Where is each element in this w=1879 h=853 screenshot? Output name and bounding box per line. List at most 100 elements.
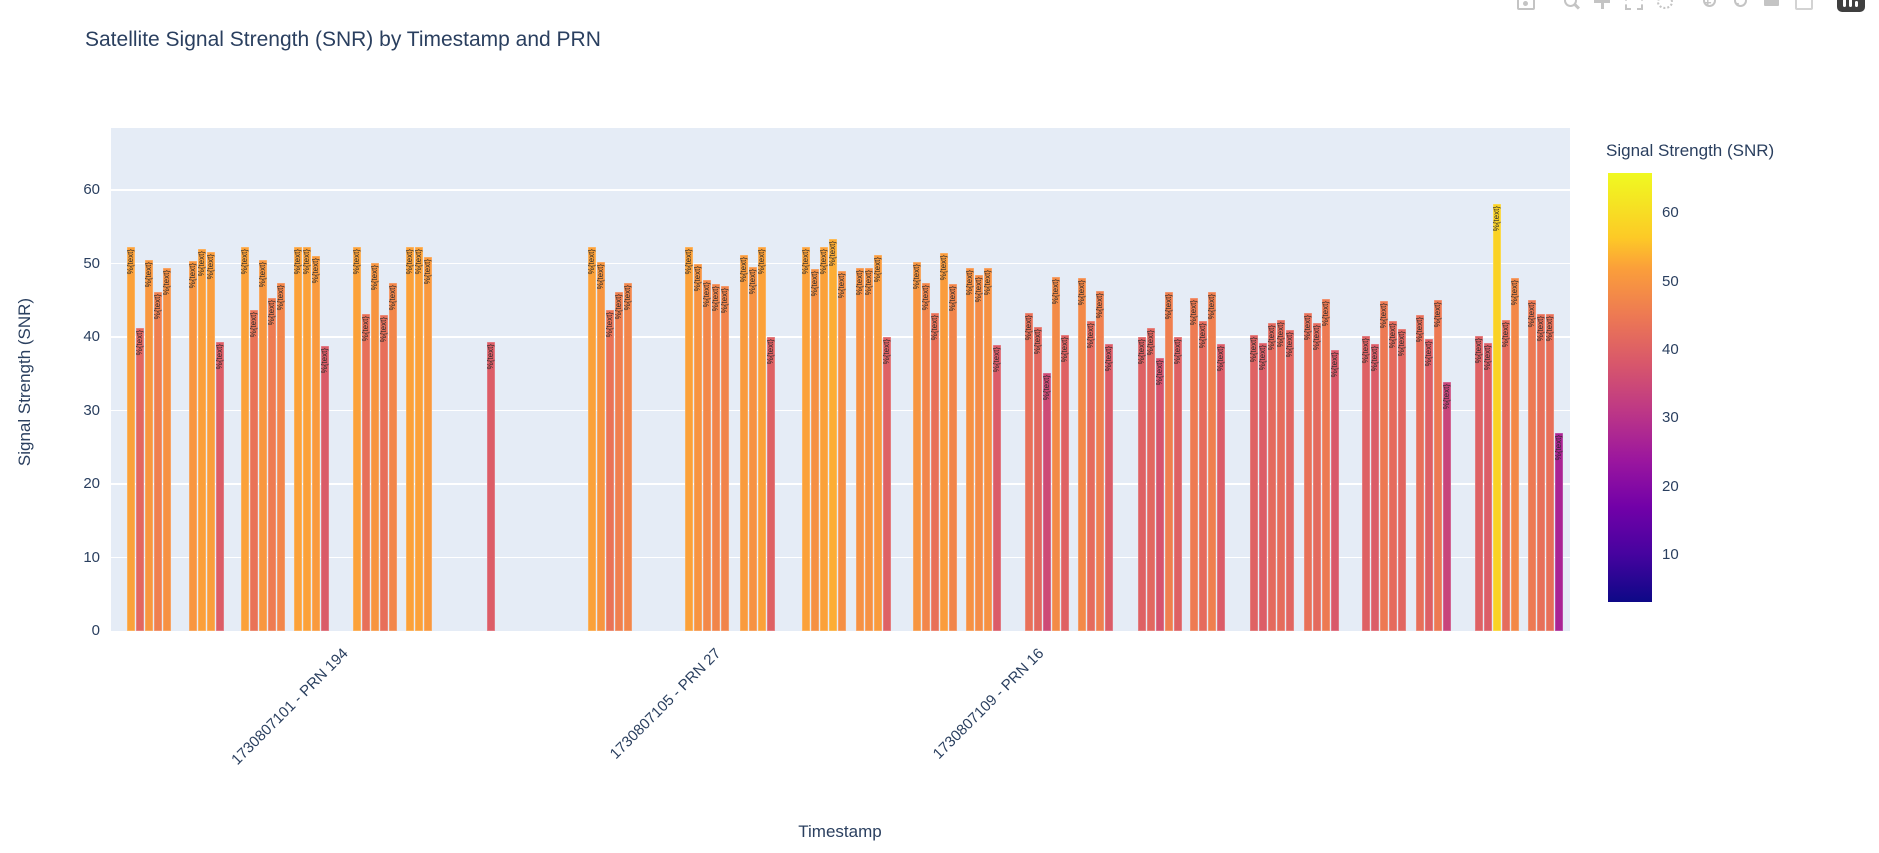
bar[interactable]: %{text} [984, 267, 992, 631]
bar[interactable]: %{text} [198, 248, 206, 631]
bar[interactable]: %{text} [721, 285, 729, 631]
bar[interactable]: %{text} [406, 247, 414, 631]
bar[interactable]: %{text} [415, 247, 423, 631]
bar[interactable]: %{text} [1484, 342, 1492, 631]
bar[interactable]: %{text} [1475, 336, 1483, 631]
bar[interactable]: %{text} [303, 247, 311, 631]
bar[interactable]: %{text} [940, 253, 948, 631]
bar[interactable]: %{text} [1434, 300, 1442, 631]
bar[interactable]: %{text} [1199, 320, 1207, 631]
bar[interactable]: %{text} [1156, 357, 1164, 631]
bar[interactable]: %{text} [1087, 320, 1095, 631]
bar[interactable]: %{text} [966, 267, 974, 631]
bar[interactable]: %{text} [1304, 312, 1312, 631]
bar[interactable]: %{text} [1389, 320, 1397, 631]
bar[interactable]: %{text} [380, 314, 388, 631]
bar[interactable]: %{text} [1268, 323, 1276, 631]
bar[interactable]: %{text} [949, 284, 957, 631]
zoom-button[interactable] [1559, 0, 1583, 13]
bar[interactable]: %{text} [1398, 328, 1406, 631]
bar[interactable]: %{text} [241, 247, 249, 631]
bar[interactable]: %{text} [811, 269, 819, 631]
bar[interactable]: %{text} [424, 256, 432, 631]
bar[interactable]: %{text} [767, 337, 775, 631]
bar[interactable]: %{text} [865, 267, 873, 631]
bar[interactable]: %{text} [749, 267, 757, 631]
bar[interactable]: %{text} [1277, 320, 1285, 631]
bar[interactable]: %{text} [1105, 344, 1113, 631]
bar[interactable]: %{text} [883, 337, 891, 631]
bar[interactable]: %{text} [829, 238, 837, 631]
plotly-logo-icon[interactable] [1837, 0, 1865, 12]
bar[interactable]: %{text} [1362, 336, 1370, 631]
bar[interactable]: %{text} [259, 259, 267, 631]
bar[interactable]: %{text} [1286, 329, 1294, 631]
bar[interactable]: %{text} [1147, 328, 1155, 631]
reset-axes-button[interactable] [1791, 0, 1815, 13]
lasso-select-button[interactable] [1652, 0, 1676, 13]
bar[interactable]: %{text} [1061, 334, 1069, 631]
bar[interactable]: %{text} [1165, 292, 1173, 631]
bar[interactable]: %{text} [838, 270, 846, 631]
bar[interactable]: %{text} [1425, 339, 1433, 631]
box-select-button[interactable] [1621, 0, 1645, 13]
bar[interactable]: %{text} [615, 292, 623, 631]
bar[interactable]: %{text} [1502, 320, 1510, 631]
bar[interactable]: %{text} [1190, 298, 1198, 631]
bar[interactable]: %{text} [913, 262, 921, 631]
bar[interactable]: %{text} [820, 247, 828, 631]
bar[interactable]: %{text} [1052, 276, 1060, 631]
bar[interactable]: %{text} [1511, 278, 1519, 631]
bar[interactable]: %{text} [758, 247, 766, 631]
download-plot-button[interactable] [1513, 0, 1537, 13]
bar[interactable]: %{text} [802, 247, 810, 631]
bar[interactable]: %{text} [694, 264, 702, 631]
bar[interactable]: %{text} [163, 267, 171, 631]
bar[interactable]: %{text} [321, 345, 329, 631]
autoscale-button[interactable] [1760, 0, 1784, 13]
bar[interactable]: %{text} [597, 262, 605, 631]
bar[interactable]: %{text} [127, 247, 135, 631]
bar[interactable]: %{text} [922, 283, 930, 631]
bar[interactable]: %{text} [1313, 323, 1321, 631]
bar[interactable]: %{text} [1528, 300, 1536, 631]
bar[interactable]: %{text} [740, 254, 748, 631]
bar[interactable]: %{text} [1416, 314, 1424, 631]
bar[interactable]: %{text} [1078, 278, 1086, 631]
bar[interactable]: %{text} [606, 309, 614, 631]
bar[interactable]: %{text} [487, 342, 495, 631]
bar[interactable]: %{text} [145, 259, 153, 631]
bar[interactable]: %{text} [1174, 337, 1182, 631]
bar[interactable]: %{text} [1043, 373, 1051, 631]
bar[interactable]: %{text} [1217, 344, 1225, 631]
bar[interactable]: %{text} [1096, 291, 1104, 631]
bar[interactable]: %{text} [294, 247, 302, 631]
bar[interactable]: %{text} [277, 283, 285, 631]
bar[interactable]: %{text} [353, 247, 361, 631]
bar[interactable]: %{text} [685, 247, 693, 631]
bar[interactable]: %{text} [1025, 313, 1033, 631]
bar[interactable]: %{text} [1546, 314, 1554, 631]
bar[interactable]: %{text} [1250, 334, 1258, 631]
bar[interactable]: %{text} [362, 314, 370, 631]
bar[interactable]: %{text} [207, 252, 215, 631]
bar[interactable]: %{text} [712, 284, 720, 631]
bar[interactable]: %{text} [1371, 344, 1379, 631]
bar[interactable]: %{text} [268, 298, 276, 631]
bar[interactable]: %{text} [703, 279, 711, 631]
bar[interactable]: %{text} [588, 247, 596, 631]
bar[interactable]: %{text} [1380, 301, 1388, 631]
bar[interactable]: %{text} [216, 342, 224, 631]
zoom-out-button[interactable]: - [1729, 0, 1753, 13]
bar[interactable]: %{text} [154, 292, 162, 631]
bar[interactable]: %{text} [1443, 381, 1451, 631]
bar[interactable]: %{text} [1331, 350, 1339, 631]
bar[interactable]: %{text} [1322, 298, 1330, 631]
bar[interactable]: %{text} [931, 313, 939, 631]
bar[interactable]: %{text} [250, 309, 258, 631]
bar[interactable]: %{text} [189, 261, 197, 631]
bar[interactable]: %{text} [624, 283, 632, 631]
zoom-in-button[interactable]: + [1698, 0, 1722, 13]
bar[interactable]: %{text} [1138, 337, 1146, 631]
pan-button[interactable] [1590, 0, 1614, 13]
